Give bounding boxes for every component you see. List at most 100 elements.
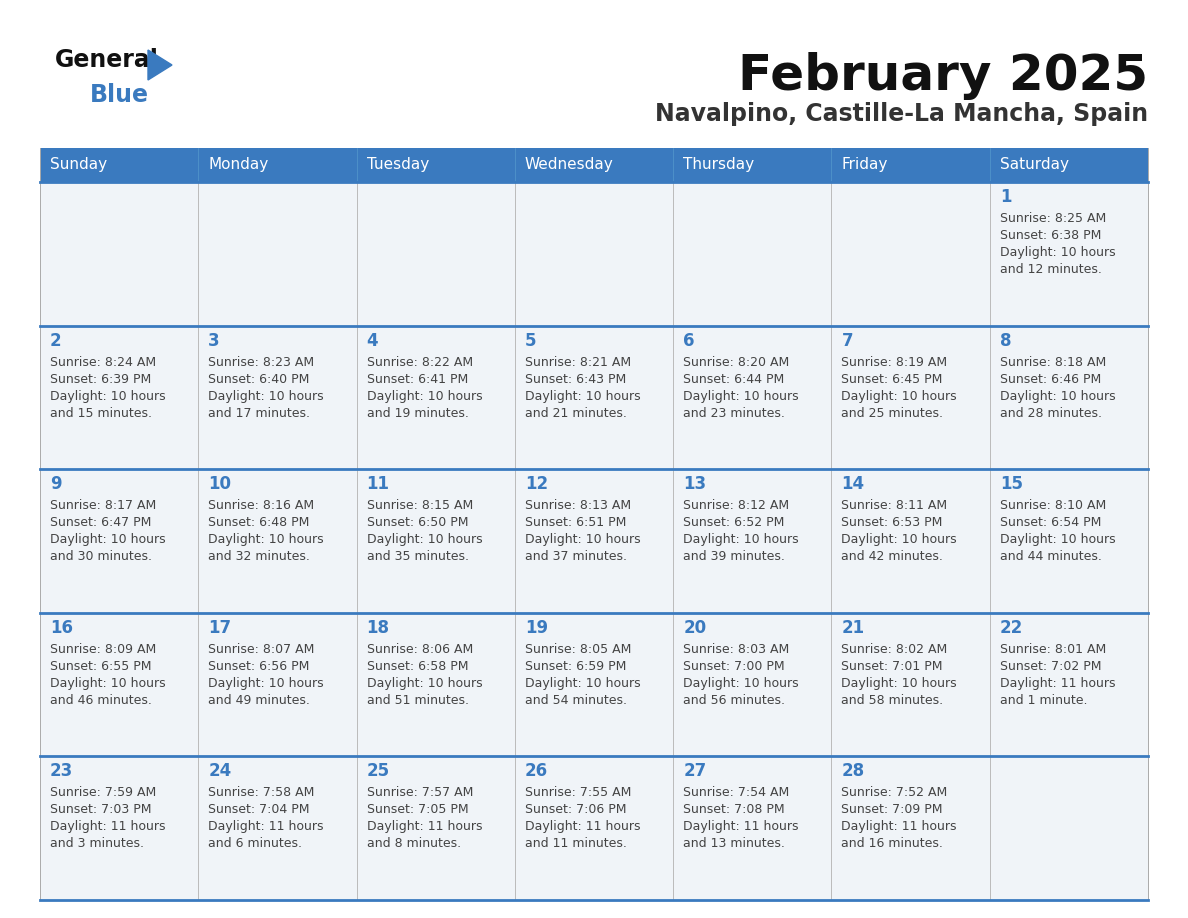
Text: 2: 2 [50, 331, 62, 350]
Bar [40, 613, 198, 756]
Text: Daylight: 10 hours: Daylight: 10 hours [1000, 246, 1116, 259]
Text: and 11 minutes.: and 11 minutes. [525, 837, 627, 850]
Bar [356, 613, 514, 756]
Text: 3: 3 [208, 331, 220, 350]
Bar [832, 756, 990, 900]
Bar [198, 469, 356, 613]
Text: Blue: Blue [90, 83, 148, 107]
Text: 12: 12 [525, 476, 548, 493]
Bar [514, 148, 674, 182]
Text: Sunrise: 8:03 AM: Sunrise: 8:03 AM [683, 643, 789, 655]
Text: Sunset: 7:08 PM: Sunset: 7:08 PM [683, 803, 785, 816]
Bar [356, 182, 514, 326]
Bar [990, 326, 1148, 469]
Text: and 44 minutes.: and 44 minutes. [1000, 550, 1101, 564]
Text: and 42 minutes.: and 42 minutes. [841, 550, 943, 564]
Bar [40, 469, 198, 613]
Bar [674, 182, 832, 326]
Text: Daylight: 11 hours: Daylight: 11 hours [367, 821, 482, 834]
Bar [40, 326, 198, 469]
Bar [356, 326, 514, 469]
Text: Daylight: 10 hours: Daylight: 10 hours [367, 389, 482, 403]
Text: and 39 minutes.: and 39 minutes. [683, 550, 785, 564]
Text: and 1 minute.: and 1 minute. [1000, 694, 1087, 707]
Text: Daylight: 10 hours: Daylight: 10 hours [683, 533, 798, 546]
Text: 8: 8 [1000, 331, 1011, 350]
Bar [198, 148, 356, 182]
Text: Daylight: 11 hours: Daylight: 11 hours [208, 821, 324, 834]
Text: Daylight: 10 hours: Daylight: 10 hours [683, 677, 798, 689]
Text: Sunset: 6:47 PM: Sunset: 6:47 PM [50, 516, 151, 529]
Text: Daylight: 10 hours: Daylight: 10 hours [841, 533, 958, 546]
Text: Sunrise: 8:02 AM: Sunrise: 8:02 AM [841, 643, 948, 655]
Text: Sunset: 6:43 PM: Sunset: 6:43 PM [525, 373, 626, 386]
Text: Saturday: Saturday [1000, 158, 1069, 173]
Text: and 21 minutes.: and 21 minutes. [525, 407, 627, 420]
Text: Daylight: 10 hours: Daylight: 10 hours [525, 533, 640, 546]
Bar [198, 326, 356, 469]
Text: and 8 minutes.: and 8 minutes. [367, 837, 461, 850]
Polygon shape [148, 50, 172, 80]
Text: and 32 minutes.: and 32 minutes. [208, 550, 310, 564]
Text: 7: 7 [841, 331, 853, 350]
Bar [832, 613, 990, 756]
Text: Daylight: 11 hours: Daylight: 11 hours [525, 821, 640, 834]
Text: 5: 5 [525, 331, 536, 350]
Text: Sunrise: 8:20 AM: Sunrise: 8:20 AM [683, 355, 789, 369]
Bar [356, 148, 514, 182]
Text: Sunset: 6:54 PM: Sunset: 6:54 PM [1000, 516, 1101, 529]
Text: Sunrise: 8:25 AM: Sunrise: 8:25 AM [1000, 212, 1106, 225]
Text: Sunrise: 8:05 AM: Sunrise: 8:05 AM [525, 643, 631, 655]
Text: Daylight: 10 hours: Daylight: 10 hours [208, 533, 324, 546]
Bar [832, 469, 990, 613]
Text: and 49 minutes.: and 49 minutes. [208, 694, 310, 707]
Text: Sunrise: 8:12 AM: Sunrise: 8:12 AM [683, 499, 789, 512]
Text: and 54 minutes.: and 54 minutes. [525, 694, 627, 707]
Text: 13: 13 [683, 476, 707, 493]
Text: Sunrise: 8:24 AM: Sunrise: 8:24 AM [50, 355, 156, 369]
Text: and 12 minutes.: and 12 minutes. [1000, 263, 1101, 276]
Bar [832, 326, 990, 469]
Bar [832, 148, 990, 182]
Text: Daylight: 11 hours: Daylight: 11 hours [50, 821, 165, 834]
Bar [990, 182, 1148, 326]
Text: Sunrise: 7:52 AM: Sunrise: 7:52 AM [841, 787, 948, 800]
Text: Sunrise: 8:07 AM: Sunrise: 8:07 AM [208, 643, 315, 655]
Text: Daylight: 10 hours: Daylight: 10 hours [1000, 389, 1116, 403]
Text: Sunset: 6:46 PM: Sunset: 6:46 PM [1000, 373, 1101, 386]
Text: and 19 minutes.: and 19 minutes. [367, 407, 468, 420]
Bar [674, 148, 832, 182]
Text: and 35 minutes.: and 35 minutes. [367, 550, 468, 564]
Bar [356, 756, 514, 900]
Text: and 46 minutes.: and 46 minutes. [50, 694, 152, 707]
Text: Sunset: 6:56 PM: Sunset: 6:56 PM [208, 660, 310, 673]
Text: Sunset: 7:02 PM: Sunset: 7:02 PM [1000, 660, 1101, 673]
Bar [832, 182, 990, 326]
Text: and 23 minutes.: and 23 minutes. [683, 407, 785, 420]
Text: Sunrise: 8:16 AM: Sunrise: 8:16 AM [208, 499, 315, 512]
Bar [198, 182, 356, 326]
Text: Sunrise: 8:18 AM: Sunrise: 8:18 AM [1000, 355, 1106, 369]
Text: Sunset: 6:39 PM: Sunset: 6:39 PM [50, 373, 151, 386]
Text: Sunset: 6:38 PM: Sunset: 6:38 PM [1000, 229, 1101, 242]
Text: Sunset: 7:04 PM: Sunset: 7:04 PM [208, 803, 310, 816]
Text: Daylight: 11 hours: Daylight: 11 hours [841, 821, 956, 834]
Text: Daylight: 10 hours: Daylight: 10 hours [50, 389, 165, 403]
Text: and 25 minutes.: and 25 minutes. [841, 407, 943, 420]
Text: Sunrise: 8:19 AM: Sunrise: 8:19 AM [841, 355, 948, 369]
Text: Sunset: 6:55 PM: Sunset: 6:55 PM [50, 660, 152, 673]
Text: 17: 17 [208, 619, 232, 637]
Bar [674, 613, 832, 756]
Text: 11: 11 [367, 476, 390, 493]
Text: 26: 26 [525, 763, 548, 780]
Text: Daylight: 10 hours: Daylight: 10 hours [841, 677, 958, 689]
Text: Tuesday: Tuesday [367, 158, 429, 173]
Text: Sunset: 6:45 PM: Sunset: 6:45 PM [841, 373, 943, 386]
Text: Sunset: 6:59 PM: Sunset: 6:59 PM [525, 660, 626, 673]
Text: 22: 22 [1000, 619, 1023, 637]
Text: Daylight: 10 hours: Daylight: 10 hours [208, 677, 324, 689]
Text: Sunset: 7:05 PM: Sunset: 7:05 PM [367, 803, 468, 816]
Bar [674, 326, 832, 469]
Text: Daylight: 10 hours: Daylight: 10 hours [841, 389, 958, 403]
Text: 14: 14 [841, 476, 865, 493]
